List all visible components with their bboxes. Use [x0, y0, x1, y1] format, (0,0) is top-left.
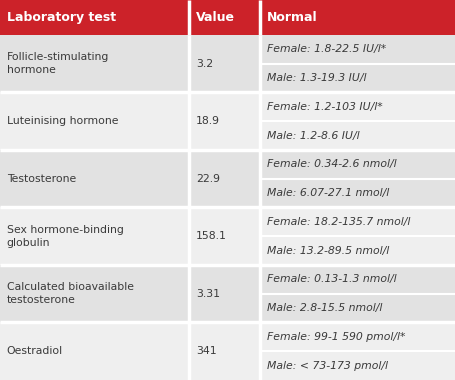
Text: Calculated bioavailable
testosterone: Calculated bioavailable testosterone	[7, 282, 134, 306]
Bar	[0, 0, 189, 35]
Bar	[0, 150, 189, 207]
Bar	[189, 265, 259, 323]
Text: 22.9: 22.9	[196, 174, 220, 184]
Bar	[189, 92, 259, 150]
Text: Female: 18.2-135.7 nmol/l: Female: 18.2-135.7 nmol/l	[266, 217, 409, 227]
Bar	[259, 207, 455, 265]
Bar	[189, 207, 259, 265]
Text: Female: 1.8-22.5 IU/l*: Female: 1.8-22.5 IU/l*	[266, 44, 385, 54]
Text: Male: 1.3-19.3 IU/l: Male: 1.3-19.3 IU/l	[266, 73, 365, 83]
Bar	[189, 323, 259, 380]
Text: Male: < 73-173 pmol/l: Male: < 73-173 pmol/l	[266, 361, 387, 370]
Text: 3.31: 3.31	[196, 289, 220, 299]
Text: Female: 99-1 590 pmol/l*: Female: 99-1 590 pmol/l*	[266, 332, 404, 342]
Bar	[0, 265, 189, 323]
Bar	[259, 35, 455, 92]
Text: Female: 1.2-103 IU/l*: Female: 1.2-103 IU/l*	[266, 102, 382, 112]
Text: Value: Value	[196, 11, 235, 24]
Bar	[0, 92, 189, 150]
Text: Oestradiol: Oestradiol	[7, 346, 63, 356]
Bar	[0, 35, 189, 92]
Text: Male: 1.2-8.6 IU/l: Male: 1.2-8.6 IU/l	[266, 131, 359, 141]
Bar	[259, 0, 455, 35]
Bar	[259, 323, 455, 380]
Bar	[189, 0, 259, 35]
Text: Male: 6.07-27.1 nmol/l: Male: 6.07-27.1 nmol/l	[266, 188, 388, 198]
Text: 3.2: 3.2	[196, 59, 213, 69]
Text: Female: 0.13-1.3 nmol/l: Female: 0.13-1.3 nmol/l	[266, 274, 395, 284]
Text: Sex hormone-binding
globulin: Sex hormone-binding globulin	[7, 225, 123, 248]
Bar	[259, 92, 455, 150]
Text: Normal: Normal	[266, 11, 317, 24]
Bar	[0, 207, 189, 265]
Text: 341: 341	[196, 346, 216, 356]
Text: Luteinising hormone: Luteinising hormone	[7, 116, 118, 126]
Text: Follicle-stimulating
hormone: Follicle-stimulating hormone	[7, 52, 109, 75]
Bar	[189, 150, 259, 207]
Text: 18.9: 18.9	[196, 116, 220, 126]
Text: 158.1: 158.1	[196, 231, 227, 241]
Text: Laboratory test: Laboratory test	[7, 11, 116, 24]
Text: Male: 13.2-89.5 nmol/l: Male: 13.2-89.5 nmol/l	[266, 245, 388, 256]
Bar	[189, 35, 259, 92]
Bar	[259, 265, 455, 323]
Bar	[259, 150, 455, 207]
Text: Male: 2.8-15.5 nmol/l: Male: 2.8-15.5 nmol/l	[266, 303, 381, 313]
Text: Testosterone: Testosterone	[7, 174, 76, 184]
Text: Female: 0.34-2.6 nmol/l: Female: 0.34-2.6 nmol/l	[266, 159, 395, 169]
Bar	[0, 323, 189, 380]
